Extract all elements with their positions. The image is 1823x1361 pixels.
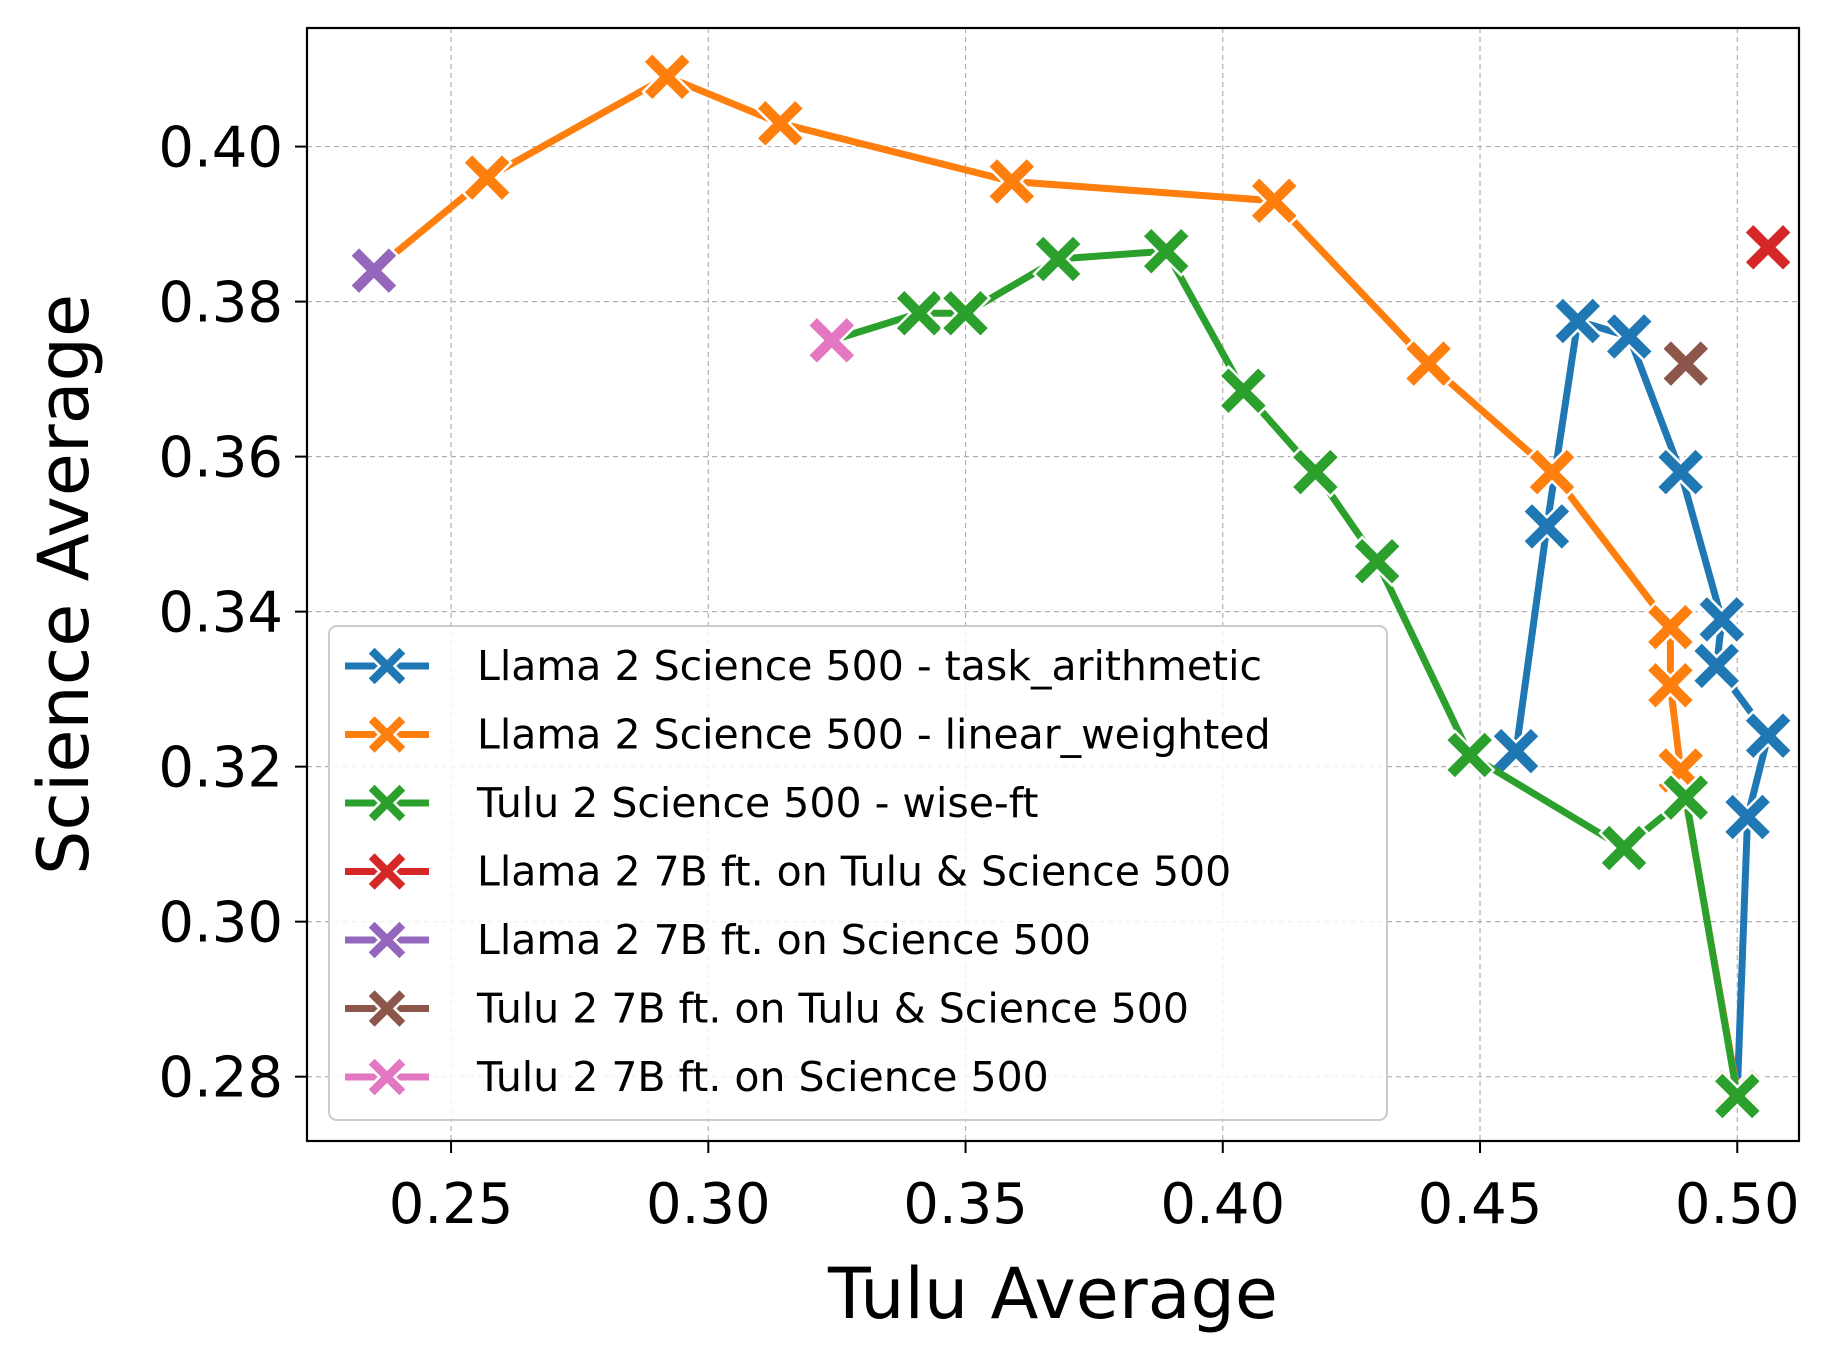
data-point-marker — [641, 51, 693, 103]
legend-label: Tulu 2 7B ft. on Tulu & Science 500 — [476, 985, 1189, 1033]
legend-box — [328, 625, 1388, 1121]
legend: Llama 2 Science 500 - task_arithmetic Lla… — [328, 625, 1388, 1121]
x-tick-label: 0.30 — [646, 1172, 771, 1237]
legend-entry: Tulu 2 7B ft. on Science 500 — [345, 1053, 1049, 1101]
x-tick-label: 0.40 — [1160, 1172, 1285, 1237]
x-tick-label: 0.45 — [1418, 1172, 1543, 1237]
data-point-marker — [1521, 500, 1573, 553]
data-point-marker — [1526, 446, 1578, 498]
data-point-marker — [986, 155, 1038, 208]
legend-entry: Llama 2 7B ft. on Science 500 — [345, 916, 1091, 964]
y-tick-label: 0.28 — [158, 1046, 283, 1111]
data-point-marker — [461, 151, 513, 204]
x-tick-label: 0.50 — [1675, 1172, 1800, 1237]
legend-marker — [365, 712, 409, 757]
data-point-marker — [1696, 593, 1748, 646]
legend-marker — [365, 781, 409, 825]
data-point-marker — [1402, 337, 1455, 390]
legend-label: Llama 2 Science 500 - linear_weighted — [477, 711, 1271, 759]
legend-entry: Llama 2 Science 500 - task_arithmetic — [345, 642, 1262, 690]
data-point-marker — [1032, 233, 1084, 285]
data-point-marker — [1552, 295, 1604, 347]
x-axis-title: Tulu Average — [827, 1253, 1278, 1335]
legend-entry: Llama 2 7B ft. on Tulu & Science 500 — [345, 848, 1231, 896]
data-point-marker — [754, 97, 807, 150]
series-0 — [1490, 295, 1794, 1118]
legend-marker — [365, 1055, 409, 1099]
axis-ticks: 0.25 0.30 0.35 0.40 0.45 0.50 0.28 0.30 0.32 0.34… — [158, 116, 1799, 1237]
legend-entry: Tulu 2 Science 500 - wise-ft — [345, 779, 1039, 827]
data-point-marker — [1721, 791, 1774, 843]
data-point-marker — [1660, 771, 1712, 824]
plot-series — [348, 51, 1794, 1122]
data-point-marker — [1742, 709, 1794, 762]
data-point-marker — [1248, 175, 1300, 227]
x-tick-label: 0.25 — [389, 1172, 514, 1237]
legend-label: Tulu 2 Science 500 - wise-ft — [476, 779, 1039, 827]
legend-marker — [365, 644, 409, 688]
data-point-marker — [1690, 640, 1743, 692]
legend-marker — [365, 918, 409, 962]
data-point-marker — [1443, 729, 1496, 781]
data-point-marker — [1603, 310, 1655, 363]
x-tick-label: 0.35 — [903, 1172, 1028, 1237]
y-tick-label: 0.40 — [158, 116, 283, 181]
data-point-marker — [1490, 725, 1542, 777]
legend-label: Llama 2 Science 500 - task_arithmetic — [477, 642, 1262, 690]
data-point-marker — [1660, 337, 1712, 390]
y-tick-label: 0.32 — [158, 736, 283, 801]
y-tick-label: 0.36 — [158, 426, 283, 491]
y-tick-label: 0.34 — [158, 581, 283, 646]
y-tick-label: 0.30 — [158, 891, 283, 956]
series-line — [1512, 317, 1772, 1093]
series-line — [371, 73, 1741, 1093]
data-point-marker — [806, 314, 858, 367]
legend-entry: Tulu 2 7B ft. on Tulu & Science 500 — [345, 985, 1189, 1033]
plot-frame — [305, 26, 1801, 1143]
data-point-marker — [1140, 225, 1192, 277]
data-point-marker — [1711, 1070, 1764, 1122]
data-point-marker — [939, 287, 992, 339]
data-point-marker — [1644, 659, 1697, 712]
legend-label: Llama 2 7B ft. on Science 500 — [477, 916, 1091, 964]
legend-entry: Llama 2 Science 500 - linear_weighted — [345, 711, 1271, 759]
data-point-marker — [1289, 446, 1342, 498]
data-point-marker — [348, 244, 400, 297]
series-5 — [1660, 337, 1712, 390]
series-3 — [1742, 221, 1794, 274]
data-point-marker — [1654, 446, 1707, 498]
data-point-marker — [1644, 601, 1697, 653]
data-point-marker — [1217, 364, 1270, 417]
y-tick-label: 0.38 — [158, 271, 283, 336]
legend-label: Llama 2 7B ft. on Tulu & Science 500 — [477, 848, 1231, 896]
y-axis-title: Science Average — [23, 294, 105, 875]
series-4 — [348, 244, 400, 297]
legend-marker — [365, 849, 409, 894]
data-point-marker — [1598, 822, 1650, 874]
legend-label: Tulu 2 7B ft. on Science 500 — [476, 1053, 1049, 1101]
data-point-marker — [1742, 221, 1794, 274]
legend-marker — [365, 986, 409, 1031]
data-point-marker — [1351, 535, 1403, 587]
series-6 — [806, 314, 858, 367]
